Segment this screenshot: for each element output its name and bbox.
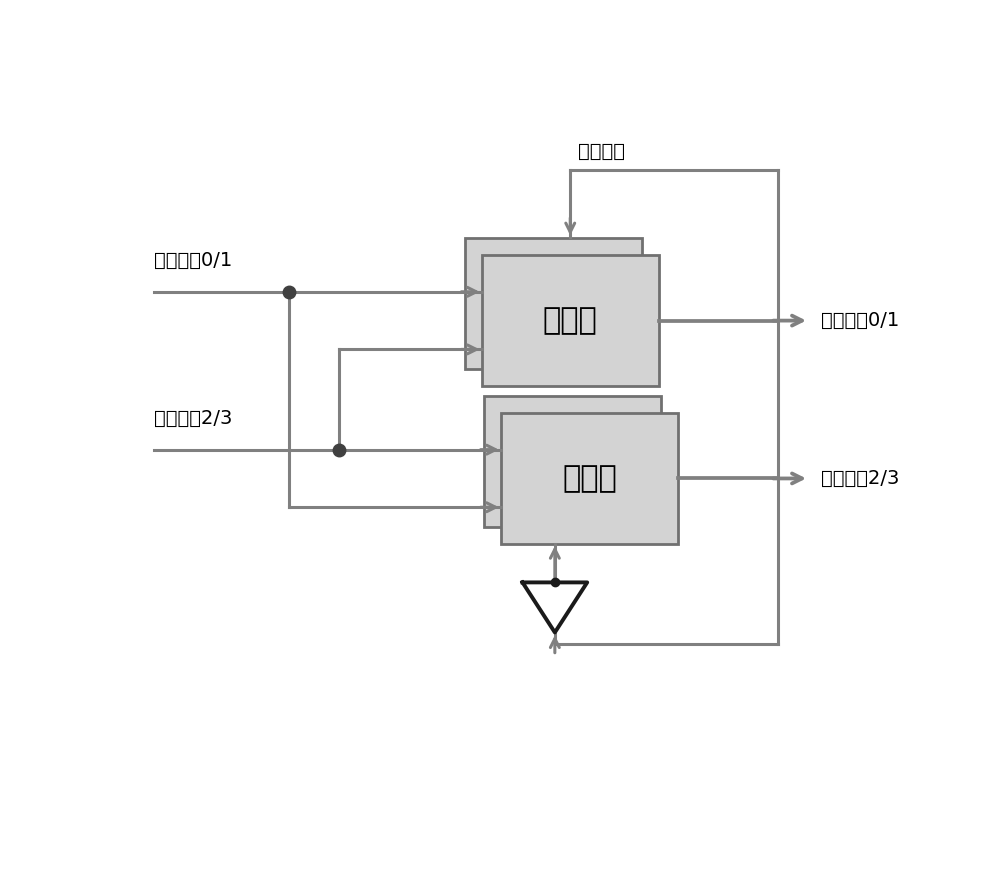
Text: 选择器: 选择器 bbox=[552, 452, 593, 472]
Text: 输出信号0/1: 输出信号0/1 bbox=[821, 312, 899, 330]
Bar bbox=[501, 413, 678, 544]
Text: 输入信号0/1: 输入信号0/1 bbox=[154, 251, 233, 270]
Text: 转发控制: 转发控制 bbox=[578, 143, 625, 161]
Bar bbox=[484, 396, 661, 527]
Text: 选择器: 选择器 bbox=[562, 464, 617, 493]
Bar bbox=[465, 238, 642, 369]
Text: 选择器: 选择器 bbox=[543, 306, 598, 335]
Text: 输入信号2/3: 输入信号2/3 bbox=[154, 410, 233, 428]
Bar bbox=[482, 255, 659, 386]
Text: 输出信号2/3: 输出信号2/3 bbox=[821, 469, 899, 488]
Text: 选择器: 选择器 bbox=[533, 294, 573, 313]
